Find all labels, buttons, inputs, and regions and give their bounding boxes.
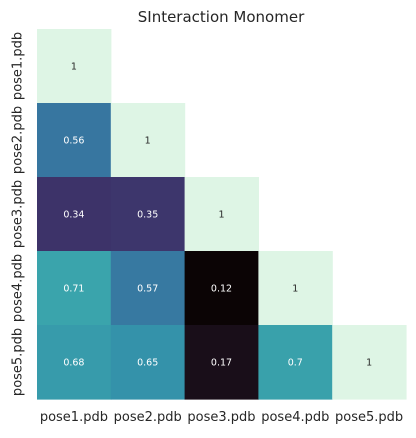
y-tick-label-3: pose3.pdb [11, 180, 26, 248]
heatmap-cell-r4-c3 [184, 251, 259, 326]
heatmap-cell-label-r5-c2: 0.65 [137, 358, 158, 369]
heatmap-cell-label-r4-c3: 0.12 [211, 284, 232, 295]
heatmap-cell-label-r5-c1: 0.68 [63, 358, 84, 369]
heatmap-cell-r5-c1 [37, 325, 112, 400]
heatmap-cell-r4-c4 [258, 251, 333, 326]
heatmap-cell-label-r3-c3: 1 [218, 210, 224, 221]
heatmap-cell-label-r4-c4: 1 [292, 284, 298, 295]
heatmap-cell-r3-c2 [110, 177, 186, 252]
heatmap-cell-r5-c4 [258, 325, 333, 400]
chart-title: SInteraction Monomer [138, 8, 305, 26]
x-tick-label-4: pose4.pdb [261, 410, 329, 425]
heatmap-cell-label-r5-c3: 0.17 [211, 358, 232, 369]
heatmap-cells [37, 29, 407, 400]
x-tick-label-3: pose3.pdb [187, 410, 255, 425]
heatmap-cell-r2-c2 [110, 103, 186, 178]
y-tick-label-5: pose5.pdb [11, 328, 26, 396]
heatmap-cell-label-r1-c1: 1 [71, 62, 77, 73]
y-tick-label-2: pose2.pdb [11, 106, 26, 174]
y-tick-label-4: pose4.pdb [11, 254, 26, 322]
heatmap-cell-label-r2-c1: 0.56 [63, 136, 84, 147]
y-axis-tick-labels: pose1.pdb pose2.pdb pose3.pdb pose4.pdb pose… [11, 32, 26, 396]
heatmap-cell-label-r3-c1: 0.34 [63, 210, 84, 221]
heatmap-cell-labels: 10.56 10.34 0.35 10.71 0.57 0.12 10.68 0.65 0.17… [63, 62, 372, 369]
heatmap-cell-r4-c1 [37, 251, 112, 326]
heatmap-cell-r5-c5 [332, 325, 407, 400]
heatmap-cell-label-r5-c4: 0.7 [288, 358, 303, 369]
heatmap-cell-label-r2-c2: 1 [145, 136, 151, 147]
heatmap-cell-r3-c3 [184, 177, 259, 252]
x-axis-tick-labels: pose1.pdb pose2.pdb pose3.pdb pose4.pdb pose… [40, 410, 403, 425]
x-tick-label-5: pose5.pdb [335, 410, 403, 425]
heatmap-cell-label-r4-c1: 0.71 [63, 284, 84, 295]
y-tick-label-1: pose1.pdb [11, 32, 26, 100]
heatmap-cell-label-r5-c5: 1 [366, 358, 372, 369]
x-tick-label-1: pose1.pdb [40, 410, 108, 425]
heatmap-cell-r4-c2 [110, 251, 186, 326]
heatmap-cell-r3-c1 [37, 177, 112, 252]
heatmap-cell-label-r3-c2: 0.35 [137, 210, 158, 221]
heatmap-cell-r5-c3 [184, 325, 259, 400]
heatmap-cell-label-r4-c2: 0.57 [137, 284, 158, 295]
heatmap-cell-r1-c1 [37, 29, 112, 104]
heatmap-cell-r2-c1 [37, 103, 112, 178]
x-tick-label-2: pose2.pdb [114, 410, 182, 425]
heatmap-cell-r5-c2 [110, 325, 186, 400]
